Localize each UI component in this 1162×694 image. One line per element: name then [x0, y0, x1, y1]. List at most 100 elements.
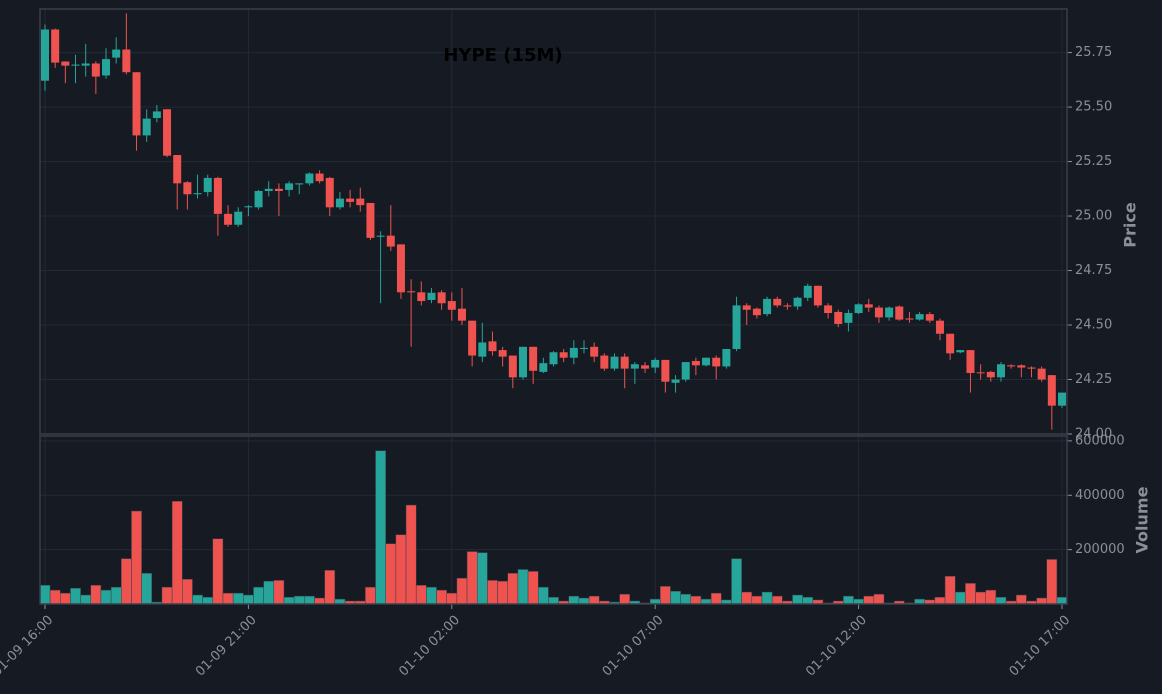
- volume-bar: [375, 450, 386, 605]
- candle-body: [61, 61, 70, 66]
- candle-body: [325, 177, 334, 208]
- volume-bar: [49, 589, 61, 605]
- volume-bar: [568, 595, 580, 605]
- volume-bar: [690, 595, 702, 605]
- candle-body: [508, 355, 517, 378]
- candle-body: [132, 72, 141, 136]
- candle-body: [1047, 375, 1056, 406]
- candle-body: [691, 360, 700, 366]
- volume-bar: [944, 576, 956, 605]
- candle-body: [498, 350, 507, 357]
- candle-body: [752, 308, 761, 316]
- y-tick-label: 25.50: [1075, 100, 1112, 115]
- volume-bar: [497, 580, 508, 605]
- volume-bar: [487, 580, 498, 605]
- volume-bar: [802, 596, 814, 605]
- candle-body: [447, 301, 456, 310]
- volume-bar: [619, 593, 631, 605]
- volume-bar: [161, 586, 173, 605]
- volume-bar: [182, 579, 193, 605]
- candle-body: [793, 297, 802, 307]
- candle-body: [346, 198, 355, 202]
- candle-body: [376, 235, 385, 237]
- candle-body: [264, 188, 273, 191]
- candle-body: [854, 304, 863, 314]
- candle-body: [824, 305, 833, 314]
- volume-bar: [426, 586, 437, 605]
- candle-body: [122, 49, 131, 73]
- candle-body: [1007, 365, 1016, 367]
- volume-bar: [293, 595, 305, 605]
- candle-body: [569, 347, 578, 358]
- volume-bar: [365, 586, 376, 605]
- candle-body: [641, 365, 650, 369]
- volume-bar: [253, 586, 264, 605]
- candle-body: [773, 298, 782, 306]
- volume-bar: [314, 597, 325, 605]
- volume-tick-label: 200000: [1075, 542, 1125, 557]
- candle-body: [864, 304, 873, 308]
- volume-frame: [39, 435, 1068, 605]
- volume-bar: [985, 589, 997, 605]
- volume-bar: [1046, 559, 1058, 605]
- volume-bar: [731, 558, 742, 605]
- candle-body: [702, 357, 711, 366]
- volume-bar: [39, 584, 51, 605]
- candle-body: [580, 347, 589, 349]
- volume-bar: [680, 593, 692, 605]
- candle-body: [102, 59, 111, 76]
- volume-bar: [202, 596, 214, 605]
- candle-body: [803, 285, 812, 298]
- grid: [40, 9, 1072, 609]
- candle-body: [152, 111, 161, 118]
- candle-body: [163, 109, 172, 156]
- volume-bar: [456, 577, 468, 605]
- candle-body: [559, 352, 568, 358]
- volume-bar: [975, 591, 986, 605]
- candle-body: [549, 352, 558, 365]
- volume-bar: [324, 570, 336, 605]
- volume-bar: [527, 571, 539, 605]
- volume-bar: [934, 596, 946, 605]
- candle-body: [935, 320, 944, 334]
- volume-bar: [578, 597, 590, 605]
- volume-bar: [843, 595, 854, 605]
- candle-body: [712, 357, 721, 367]
- volume-bar: [131, 510, 142, 605]
- volume-bar: [100, 589, 112, 605]
- volume-bar: [863, 595, 875, 605]
- candle-body: [396, 244, 405, 293]
- candle-body: [305, 173, 314, 184]
- volume-bar: [192, 594, 203, 605]
- volume-bar: [385, 543, 397, 605]
- volume-bar: [660, 586, 671, 605]
- volume-bar: [304, 595, 315, 605]
- volume-bar: [415, 584, 427, 605]
- candle-body: [518, 346, 527, 378]
- volume-bar: [1036, 597, 1047, 605]
- volume-bar: [507, 573, 519, 605]
- candle-body: [630, 364, 639, 369]
- volume-bar: [670, 590, 681, 605]
- candle-body: [244, 206, 253, 208]
- candle-body: [285, 183, 294, 190]
- y-tick-label: 25.75: [1075, 45, 1112, 60]
- y-tick-label: 24.25: [1075, 372, 1112, 387]
- volume-bar: [446, 592, 458, 605]
- candle-body: [468, 320, 477, 356]
- candle-body: [763, 298, 772, 315]
- candle-body: [1058, 392, 1066, 406]
- volume-bar: [283, 596, 295, 605]
- volume-bar: [1015, 594, 1027, 605]
- volume-bar: [232, 592, 244, 605]
- volume-bar: [1056, 596, 1068, 605]
- candle-body: [457, 308, 466, 321]
- volume-bar: [395, 534, 407, 605]
- volume-bar: [954, 591, 966, 605]
- candle-body: [874, 307, 883, 318]
- volume-bar: [273, 580, 285, 605]
- candle-body: [783, 305, 792, 307]
